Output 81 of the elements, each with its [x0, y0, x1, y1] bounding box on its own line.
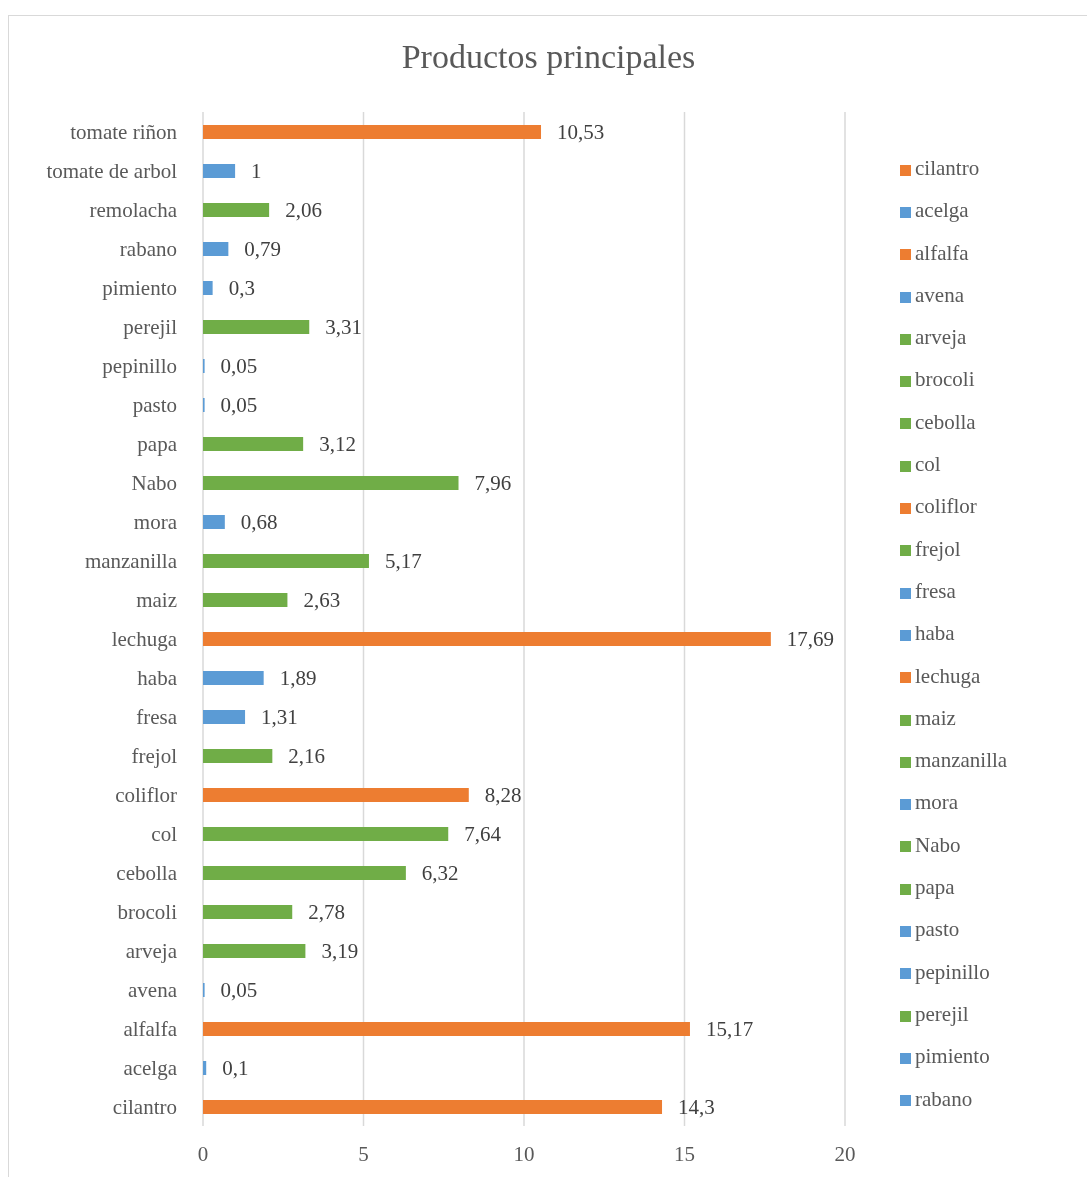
data-label: 3,19 [321, 939, 359, 964]
legend-label: coliflor [915, 494, 977, 519]
y-tick-label: alfalfa [123, 1016, 178, 1041]
data-label: 1 [251, 159, 262, 184]
y-tick-label: tomate de arbol [46, 158, 178, 183]
data-label: 8,28 [484, 783, 522, 808]
y-tick-label: brocoli [117, 899, 178, 924]
y-tick-label: pepinillo [102, 353, 177, 378]
y-tick-label: col [151, 821, 178, 846]
y-tick-label: pimiento [102, 275, 177, 300]
legend-label: pasto [915, 917, 960, 942]
data-label: 0,3 [228, 276, 255, 301]
chart-title: Productos principales [400, 38, 697, 76]
data-label: 0,05 [220, 393, 258, 418]
y-tick-label: avena [128, 977, 178, 1002]
y-tick-label: Nabo [131, 470, 177, 495]
y-tick-label: fresa [136, 704, 178, 729]
y-tick-label: acelga [123, 1055, 178, 1080]
y-tick-label: rabano [119, 236, 177, 261]
legend-label: col [915, 452, 941, 477]
data-label: 0,1 [222, 1056, 249, 1081]
legend-label: brocoli [915, 367, 975, 392]
y-tick-label: lechuga [111, 626, 178, 651]
y-tick-label: frejol [131, 743, 178, 768]
data-label: 0,05 [220, 354, 258, 379]
data-label: 2,16 [288, 744, 326, 769]
legend-label: rabano [915, 1086, 973, 1111]
legend-label: frejol [915, 536, 961, 561]
y-tick-label: tomate riñon [70, 119, 178, 144]
y-tick-label: coliflor [115, 782, 177, 807]
legend-label: alfalfa [915, 240, 969, 265]
data-label: 1,31 [261, 705, 298, 730]
data-label: 0,68 [240, 510, 278, 535]
legend-label: maiz [915, 705, 956, 730]
data-label: 6,32 [421, 861, 459, 886]
x-tick-label: 10 [513, 1141, 535, 1166]
data-label: 3,12 [319, 432, 356, 457]
data-label: 2,78 [308, 900, 345, 925]
legend-label: pepinillo [915, 959, 990, 984]
data-label: 0,05 [220, 978, 258, 1003]
y-tick-label: cilantro [112, 1094, 177, 1119]
x-tick-label: 5 [358, 1141, 369, 1166]
data-label: 10,53 [557, 120, 605, 145]
legend-label: arveja [915, 325, 967, 350]
y-tick-label: haba [137, 665, 178, 690]
y-tick-label: manzanilla [84, 548, 178, 573]
data-label: 7,96 [474, 471, 512, 496]
y-tick-label: papa [137, 431, 178, 456]
x-tick-label: 0 [197, 1141, 209, 1166]
data-label: 3,31 [325, 315, 362, 340]
data-label: 0,79 [244, 237, 282, 262]
legend-label: pimiento [915, 1044, 990, 1069]
legend-label: perejil [915, 1001, 969, 1026]
legend-label: lechuga [915, 663, 981, 688]
x-tick-label: 20 [834, 1141, 856, 1166]
legend-label: cilantro [915, 156, 980, 180]
y-tick-label: perejil [123, 314, 178, 339]
y-tick-label: cebolla [116, 860, 178, 885]
legend-label: papa [915, 875, 955, 900]
data-label: 7,64 [464, 822, 502, 847]
legend-label: manzanilla [915, 748, 1008, 773]
legend-label: fresa [915, 578, 956, 603]
y-tick-label: mora [133, 509, 178, 534]
legend-label: Nabo [915, 832, 961, 857]
y-tick-label: pasto [132, 392, 177, 417]
data-label: 2,06 [285, 198, 322, 223]
data-label: 5,17 [384, 549, 422, 574]
data-label: 14,3 [678, 1095, 715, 1120]
legend-label: haba [915, 621, 955, 646]
legend-label: acelga [915, 198, 969, 223]
data-label: 17,69 [786, 627, 835, 652]
y-tick-label: arveja [125, 938, 178, 963]
legend-label: avena [915, 282, 964, 307]
y-tick-label: remolacha [89, 197, 178, 222]
legend-label: mora [915, 790, 959, 815]
data-label: 1,89 [279, 666, 317, 691]
data-label: 2,63 [303, 588, 341, 613]
legend-label: cebolla [915, 409, 976, 434]
x-tick-label: 15 [674, 1141, 695, 1166]
y-tick-label: maiz [136, 587, 177, 612]
data-label: 15,17 [705, 1017, 754, 1042]
